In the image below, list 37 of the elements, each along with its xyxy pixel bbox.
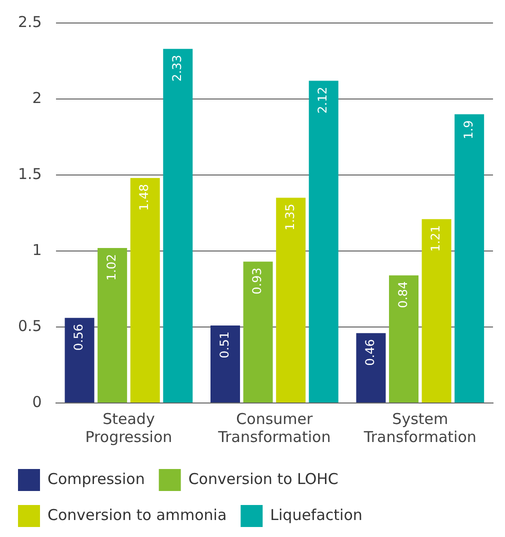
bar: [130, 178, 160, 402]
bar: [243, 262, 273, 402]
bar: [98, 248, 128, 402]
legend-label: Liquefaction: [270, 506, 362, 524]
data-label: 0.51: [217, 331, 232, 358]
bar: [422, 219, 452, 402]
x-tick-label: Steady Progression: [85, 410, 172, 446]
bar: [356, 333, 386, 402]
data-label: 0.56: [72, 324, 86, 351]
bar: [308, 80, 338, 402]
data-label: 0.93: [250, 268, 264, 294]
x-tick-label: Consumer Transformation: [217, 410, 331, 446]
data-label: 2.33: [170, 54, 184, 82]
y-tick-label: 1: [32, 240, 42, 259]
y-tick-label: 0: [32, 392, 42, 411]
x-tick-label: System Transformation: [362, 410, 476, 446]
y-tick-label: 1.5: [18, 164, 42, 183]
bar: [276, 198, 306, 402]
data-label: 1.02: [104, 254, 118, 281]
y-tick-label: 2: [32, 88, 42, 107]
y-tick-label: 0.5: [18, 316, 42, 335]
data-label: 0.84: [396, 281, 410, 308]
data-label: 1.21: [428, 225, 443, 252]
data-label: 0.46: [363, 339, 378, 366]
y-tick-label: 2.5: [18, 12, 42, 31]
legend-label: Compression: [48, 470, 145, 488]
data-label: 1.9: [461, 120, 476, 140]
data-label: 1.48: [137, 184, 152, 211]
bar: [210, 325, 240, 402]
bar: [454, 114, 484, 402]
data-label: 1.35: [282, 204, 297, 231]
data-label: 2.12: [316, 86, 330, 114]
legend-label: Conversion to ammonia: [48, 506, 227, 524]
bar: [64, 318, 94, 402]
legend-label: Conversion to LOHC: [188, 470, 338, 488]
bar: [163, 48, 193, 402]
bar: [388, 275, 419, 402]
